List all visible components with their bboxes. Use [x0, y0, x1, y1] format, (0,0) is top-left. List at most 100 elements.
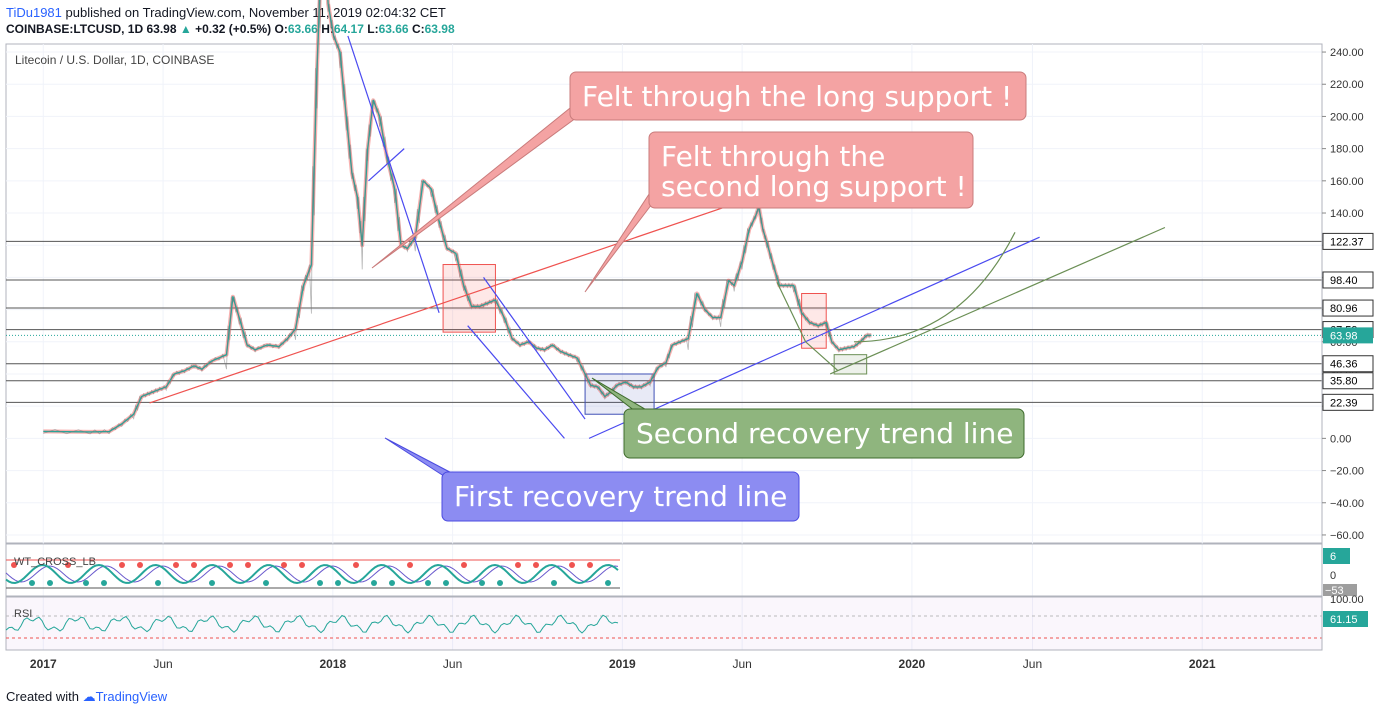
callout-text-1-1: second long support !	[661, 170, 967, 203]
wt-dot	[407, 562, 413, 568]
level-tag-0	[1322, 232, 1374, 250]
triangle-up-icon: ▲	[179, 22, 192, 36]
open-label: O:	[274, 22, 288, 36]
wt-level-min: −53	[1325, 585, 1344, 597]
high-value: 64.17	[333, 22, 364, 36]
wt-dot	[191, 562, 197, 568]
x-tick-label-3: Jun	[443, 657, 462, 671]
wt-dot	[209, 580, 215, 586]
wt-level-0: 0	[1330, 570, 1336, 582]
callout-text-3-0: First recovery trend line	[454, 480, 787, 513]
y-tick-label-14: −40.00	[1330, 498, 1364, 510]
callout-box-3	[441, 471, 800, 522]
footer-created: Created with	[6, 689, 83, 704]
symbol-info: COINBASE:LTCUSD, 1D 63.98 ▲ +0.32 (+0.5%…	[6, 22, 455, 36]
level-tag-5	[1322, 372, 1374, 390]
wt-dot	[389, 580, 395, 586]
wt-last-value: 6	[1330, 551, 1336, 563]
wt-label: WT_CROSS_LB	[14, 556, 96, 568]
level-tag-label-2: 80.96	[1330, 303, 1358, 315]
wt-dot	[227, 562, 233, 568]
wt-dot	[173, 562, 179, 568]
blue-arrow-2	[368, 148, 405, 182]
highlight-boxes	[442, 264, 868, 415]
low-label: L:	[367, 22, 379, 36]
footer-brand[interactable]: TradingView	[95, 689, 168, 704]
symbol-label: COINBASE:LTCUSD, 1D	[6, 22, 144, 36]
price-change: +0.32 (+0.5%)	[195, 22, 272, 36]
y-tick-label-5: 140.00	[1330, 208, 1364, 220]
wt-dot	[443, 580, 449, 586]
x-tick-label-8: 2021	[1189, 657, 1216, 671]
level-tag-4	[1322, 355, 1374, 373]
level-tag-label-0: 122.37	[1330, 236, 1364, 248]
x-tick-label-7: Jun	[1023, 657, 1042, 671]
level-tag-label-5: 35.80	[1330, 376, 1358, 388]
level-tag-label-6: 22.39	[1330, 397, 1358, 409]
publish-text: published on TradingView.com, November 1…	[61, 5, 446, 20]
wt-dot	[335, 580, 341, 586]
x-tick-label-6: 2020	[899, 657, 926, 671]
wt-dot	[515, 562, 521, 568]
level-tag-6	[1322, 393, 1374, 411]
author-link[interactable]: TiDu1981	[6, 5, 62, 20]
level-tag-label-4: 46.36	[1330, 359, 1358, 371]
grid	[5, 43, 1323, 650]
rsi-last-tag	[1323, 611, 1368, 627]
rsi-pane	[5, 596, 1323, 651]
x-tick-label-4: 2019	[609, 657, 636, 671]
wt-dot	[425, 580, 431, 586]
level-tag-2	[1322, 299, 1374, 317]
last-price: 63.98	[146, 22, 177, 36]
axes: 240.00220.00200.00180.00160.00140.00120.…	[6, 44, 1374, 671]
price-noise	[43, 0, 871, 435]
tradingview-logo-icon[interactable]: ☁	[82, 689, 96, 704]
wt-dot	[47, 580, 53, 586]
wt-dot	[83, 580, 89, 586]
red-box-2	[801, 293, 827, 349]
current-price-label: 63.98	[1330, 330, 1358, 342]
footer: Created with ☁TradingView	[6, 689, 167, 705]
callout-text-0-0: Felt through the long support !	[582, 80, 1012, 113]
y-tick-label-2: 200.00	[1330, 111, 1364, 123]
callout-pointer-0	[371, 98, 581, 269]
blue-arrow-3	[483, 277, 586, 420]
wt-dot	[155, 580, 161, 586]
wt-dot	[29, 580, 35, 586]
callout-text-2-0: Second recovery trend line	[636, 417, 1013, 450]
y-tick-label-4: 160.00	[1330, 176, 1364, 188]
wt-dot	[587, 562, 593, 568]
wt-dot	[119, 562, 125, 568]
y-tick-label-13: −20.00	[1330, 466, 1364, 478]
wt-dot	[245, 562, 251, 568]
blue-arrow-4	[467, 325, 565, 439]
wt-dot	[353, 562, 359, 568]
green-zigzag	[776, 281, 839, 372]
wt-dot	[497, 580, 503, 586]
y-tick-label-0: 240.00	[1330, 47, 1364, 59]
x-tick-label-2: 2018	[319, 657, 346, 671]
y-tick-label-1: 220.00	[1330, 79, 1364, 91]
horizontal-levels	[6, 240, 1322, 403]
close-value: 63.98	[424, 22, 455, 36]
x-tick-label-1: Jun	[153, 657, 172, 671]
open-value: 63.66	[287, 22, 318, 36]
wt-dot	[479, 580, 485, 586]
callout-box-2	[623, 408, 1025, 459]
current-price-tag	[1323, 327, 1373, 344]
wt-dot	[137, 562, 143, 568]
wt-dot	[317, 580, 323, 586]
chart-title: Litecoin / U.S. Dollar, 1D, COINBASE	[15, 53, 214, 67]
y-tick-label-12: 0.00	[1330, 433, 1351, 445]
callout-box-1	[648, 131, 974, 209]
green-projection	[853, 232, 1016, 343]
trendline-1	[588, 236, 1040, 439]
wt-dot	[299, 562, 305, 568]
level-tag-1	[1322, 271, 1374, 289]
wt-dot	[551, 580, 557, 586]
wt-last-tag	[1323, 548, 1350, 564]
wt-dot	[281, 562, 287, 568]
trendline-2	[829, 226, 1166, 375]
publish-info: TiDu1981 published on TradingView.com, N…	[6, 5, 446, 20]
